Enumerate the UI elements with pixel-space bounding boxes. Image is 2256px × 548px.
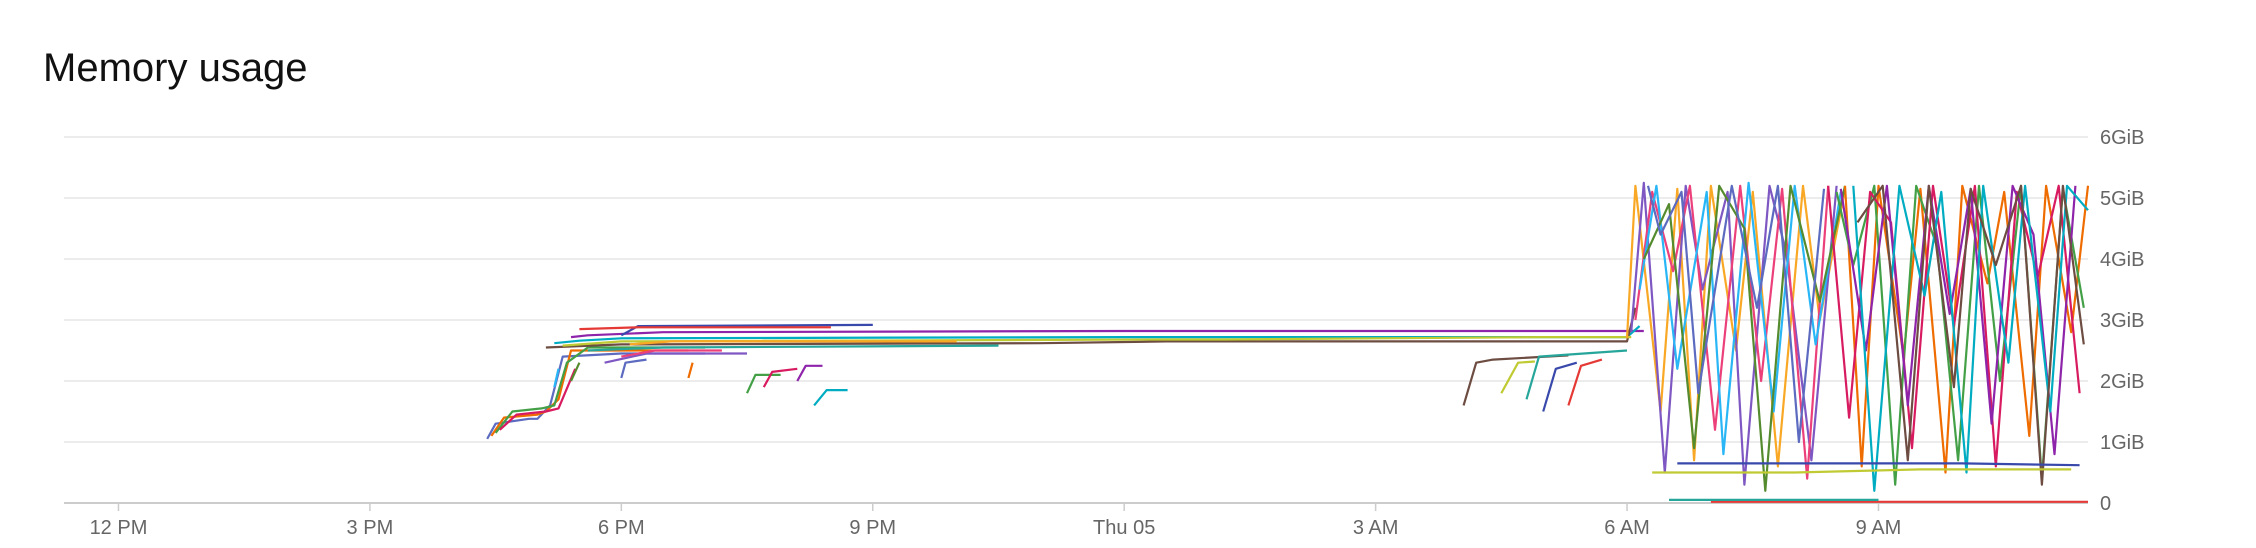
series-line bbox=[621, 349, 722, 358]
series-line bbox=[587, 344, 999, 352]
axis-layer: 0 1GiB 2GiB 3GiB 4GiB 5GiB 6GiB 12 PM 3 PM 6 PM 9 … bbox=[90, 127, 2145, 539]
y-tick-label: 5GiB bbox=[2100, 188, 2144, 210]
series-line bbox=[746, 373, 781, 394]
grid-layer bbox=[64, 136, 2088, 504]
series-line bbox=[1856, 184, 2085, 486]
y-tick-label: 1GiB bbox=[2100, 432, 2144, 454]
series-line bbox=[1500, 360, 1535, 394]
series-line bbox=[796, 364, 823, 382]
series-line bbox=[687, 362, 694, 379]
series-line bbox=[1625, 184, 1847, 468]
x-tick-label: 6 AM bbox=[1604, 517, 1650, 539]
series-line bbox=[494, 346, 706, 434]
y-tick-label: 0 bbox=[2100, 493, 2111, 515]
series-line bbox=[629, 340, 957, 346]
series-line bbox=[1843, 184, 2090, 474]
series-line bbox=[604, 352, 747, 364]
y-tick-label: 3GiB bbox=[2100, 310, 2144, 332]
x-tick-label: 12 PM bbox=[90, 517, 148, 539]
series-line bbox=[499, 368, 577, 431]
series-line bbox=[1642, 184, 1847, 492]
x-tick-label: 6 PM bbox=[598, 517, 645, 539]
x-tick-label: 9 PM bbox=[849, 517, 896, 539]
series-line bbox=[1567, 358, 1603, 406]
series-line bbox=[1525, 349, 1628, 400]
series-line bbox=[579, 326, 831, 331]
series-line bbox=[553, 368, 560, 388]
chart-title: Memory usage bbox=[43, 46, 308, 90]
series-line bbox=[486, 352, 706, 440]
series-line bbox=[1646, 184, 1826, 444]
series-line bbox=[1839, 184, 2077, 456]
series-line bbox=[762, 367, 798, 388]
series-line bbox=[1542, 361, 1578, 412]
x-tick-label: 3 AM bbox=[1353, 517, 1399, 539]
x-tick-label: 9 AM bbox=[1856, 517, 1902, 539]
x-tick-label: Thu 05 bbox=[1093, 517, 1155, 539]
y-tick-label: 4GiB bbox=[2100, 249, 2144, 271]
series-line bbox=[1652, 468, 2072, 474]
series-line bbox=[545, 307, 1637, 349]
x-tick-label: 3 PM bbox=[347, 517, 394, 539]
series-layer bbox=[486, 181, 2090, 503]
series-line bbox=[490, 349, 689, 437]
series-line bbox=[1677, 462, 2080, 467]
series-line bbox=[620, 358, 647, 379]
series-line bbox=[1638, 181, 1842, 456]
series-line bbox=[1462, 354, 1569, 406]
series-line bbox=[620, 323, 873, 337]
y-tick-label: 2GiB bbox=[2100, 371, 2144, 393]
series-line bbox=[570, 362, 581, 382]
y-tick-label: 6GiB bbox=[2100, 127, 2144, 149]
series-line bbox=[562, 336, 1632, 347]
series-line bbox=[1852, 184, 2089, 492]
series-line bbox=[813, 389, 848, 407]
